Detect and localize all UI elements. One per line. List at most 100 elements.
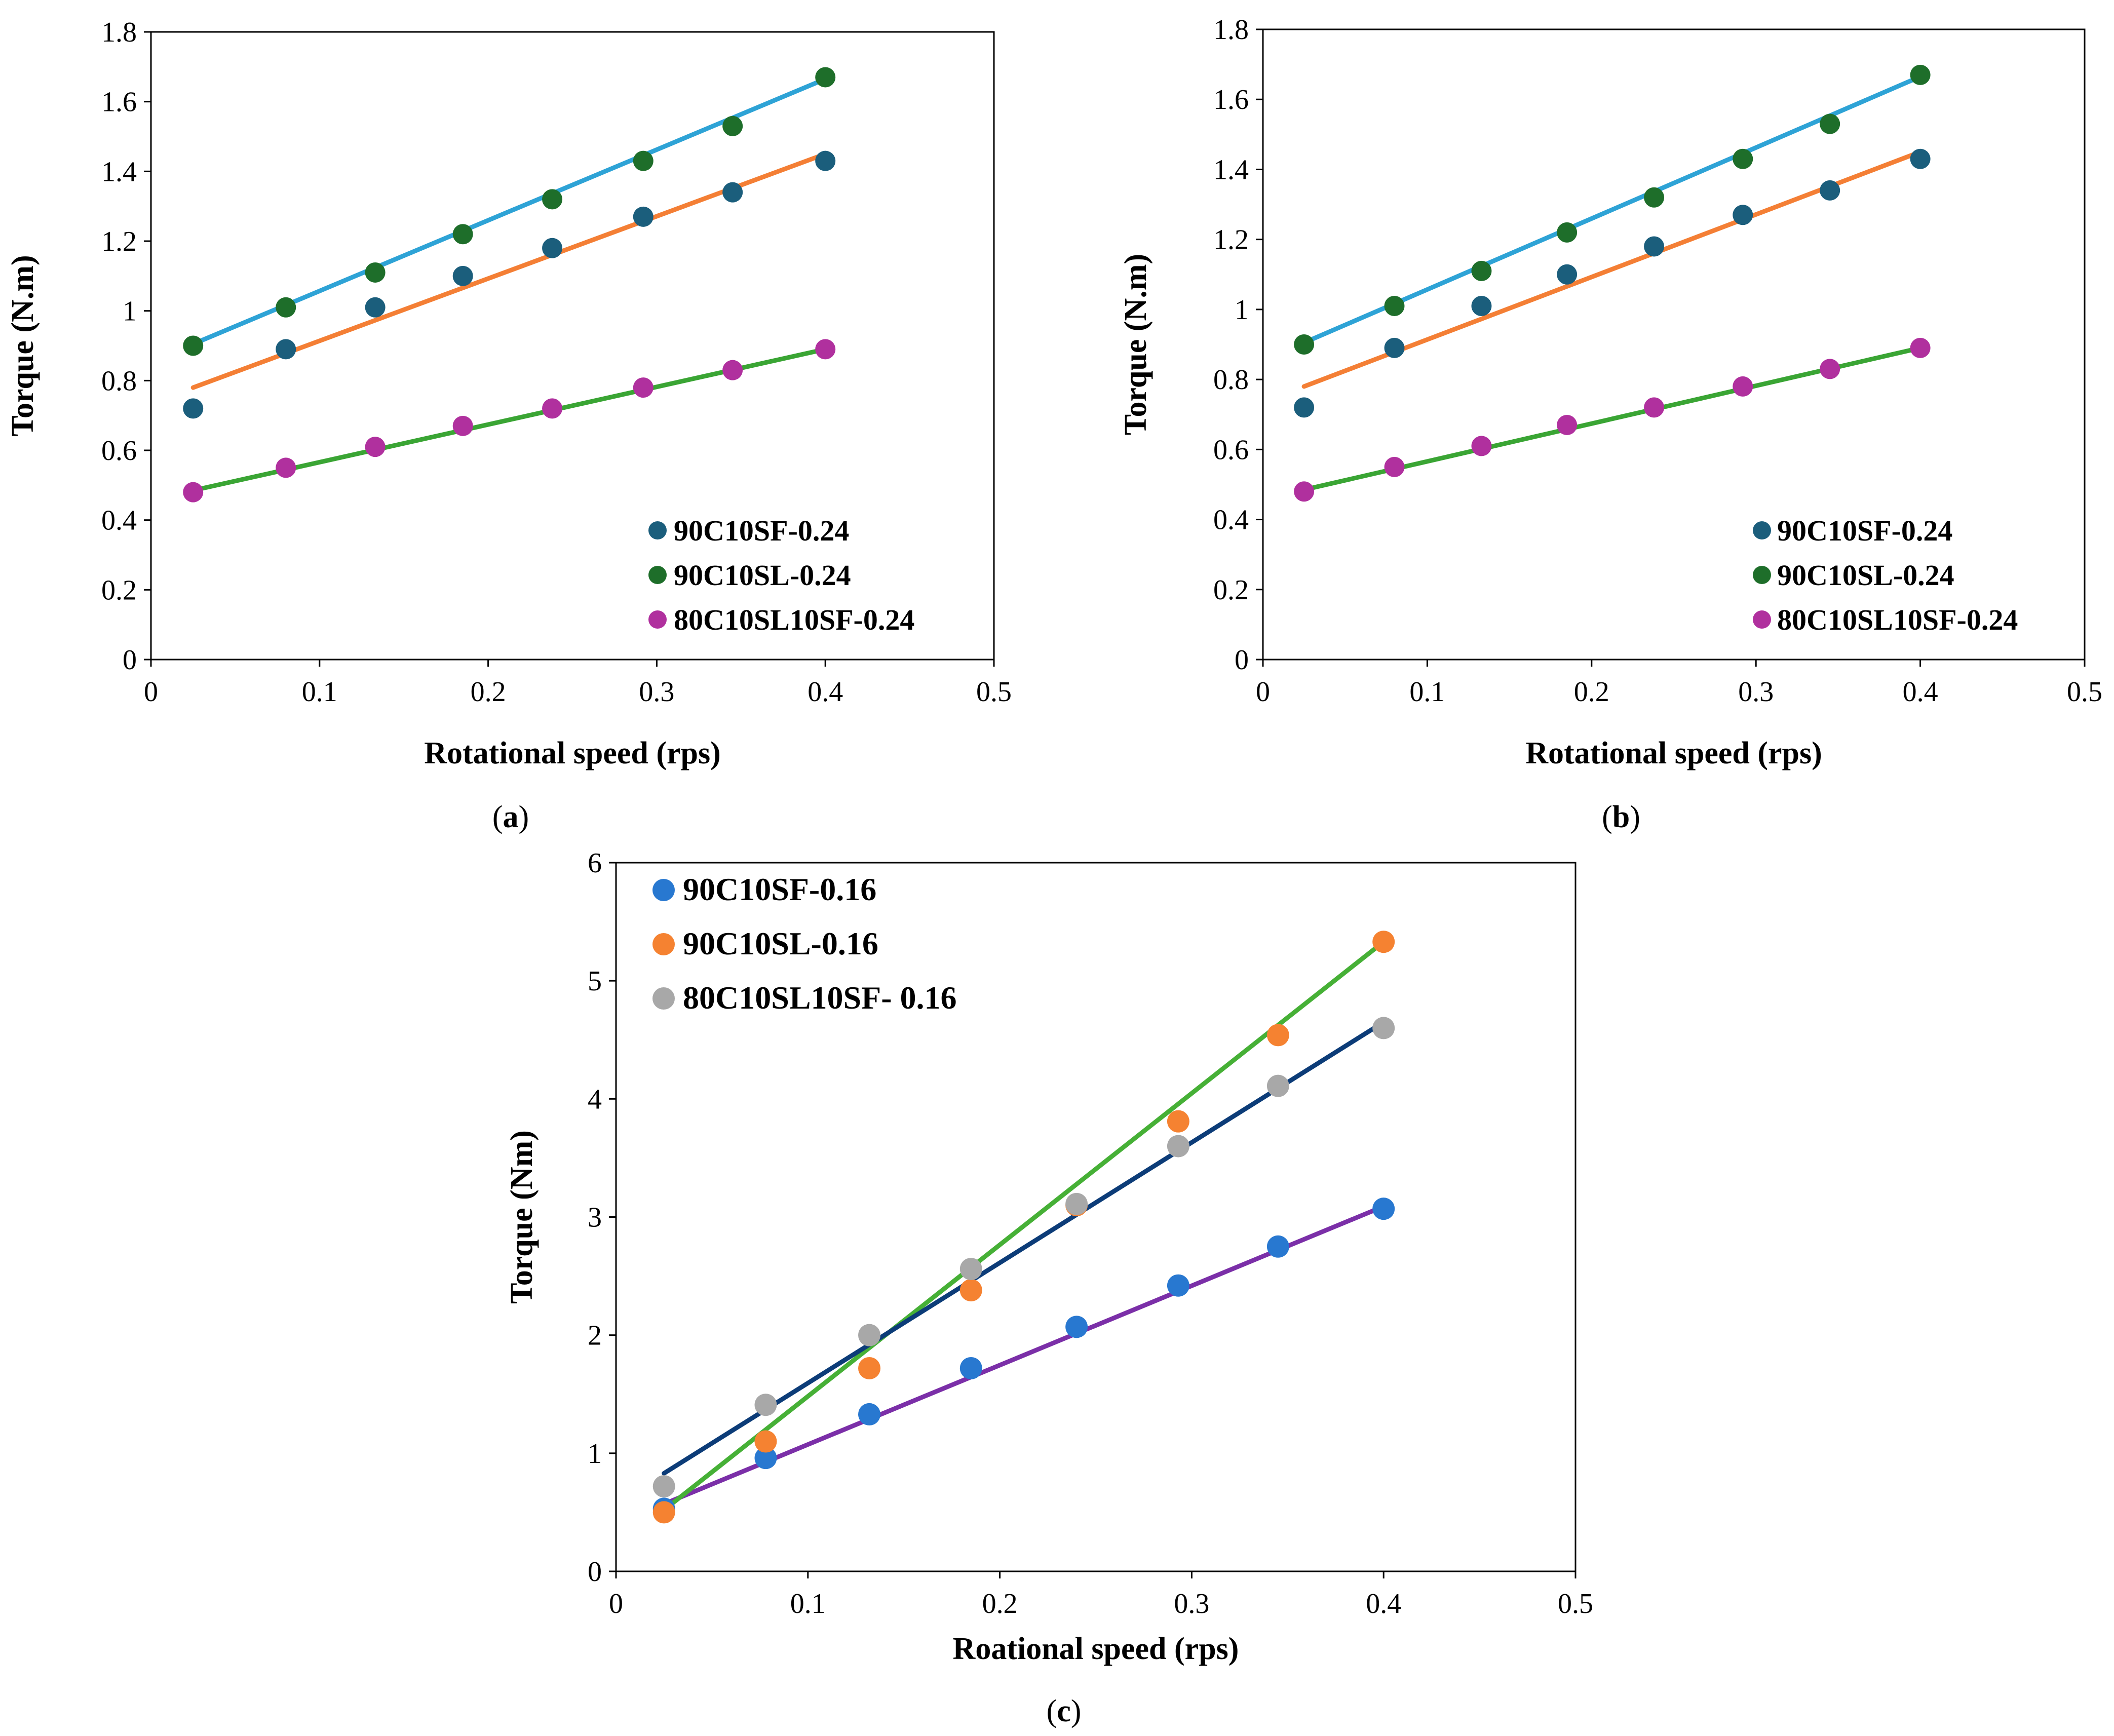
data-point-s1: [542, 238, 563, 258]
legend-label-1: 90C10SF-0.24: [1777, 514, 1952, 547]
x-tick-label: 0: [144, 676, 158, 708]
y-axis-title: Torque (Nm): [505, 1130, 539, 1304]
y-tick-label: 0.2: [1213, 574, 1249, 606]
y-tick-label: 1.6: [101, 87, 137, 118]
y-tick-label: 0.4: [101, 505, 137, 536]
x-tick-label: 0.2: [471, 676, 506, 708]
y-tick-label: 0: [123, 644, 137, 676]
trendline-1: [662, 1204, 1386, 1507]
plot-area-frame: [150, 31, 995, 661]
legend-marker-1: [1753, 521, 1771, 539]
y-tick-label: 0.6: [101, 435, 137, 467]
y-tick-label: 3: [588, 1202, 602, 1233]
x-tick-label: 0.1: [790, 1588, 826, 1619]
data-point-s2: [1384, 295, 1405, 316]
data-point-s2: [365, 262, 386, 283]
x-tick-label: 0.5: [976, 676, 1012, 708]
chart-a: 0 0.2 0.4 0.6 0.8 1 1.2 1.4 1.6 1.8 0 0.1 0.2 0.3 0.4 0…: [6, 17, 1012, 834]
legend-marker-1: [648, 521, 667, 539]
data-point-s2: [1910, 64, 1931, 85]
x-tick-label: 0.1: [302, 676, 337, 708]
data-point-s2: [1471, 260, 1492, 281]
y-tick-label: 0.4: [1213, 505, 1249, 536]
legend-label-3: 80C10SL10SF-0.24: [1777, 603, 2018, 636]
data-point-s2: [652, 1501, 675, 1524]
legend-label-2: 90C10SL-0.24: [1777, 559, 1954, 592]
y-tick-label: 0.2: [101, 574, 137, 606]
data-point-s1: [365, 297, 386, 318]
data-point-s3: [1266, 1074, 1289, 1097]
data-point-s3: [365, 437, 386, 457]
y-tick-label: 4: [588, 1084, 602, 1115]
data-point-s1: [754, 1447, 777, 1470]
trendline-1: [1301, 149, 1923, 389]
trendline-1: [190, 151, 828, 390]
y-tick-label: 1: [123, 296, 137, 327]
x-tick-label: 0.5: [2067, 676, 2102, 708]
data-point-s3: [959, 1258, 982, 1281]
data-point-s1: [1557, 264, 1578, 285]
trendline-3: [1301, 345, 1923, 492]
data-point-s1: [183, 398, 204, 419]
data-point-s3: [1065, 1192, 1088, 1215]
x-tick-label: 0.2: [982, 1588, 1018, 1619]
x-tick-label: 0.5: [1558, 1588, 1593, 1619]
y-tick-label: 1.6: [1213, 84, 1249, 115]
trendline-2: [662, 939, 1386, 1513]
x-axis-title: Roational speed (rps): [953, 1632, 1239, 1666]
data-point-s3: [652, 1475, 675, 1498]
data-point-s2: [276, 297, 296, 318]
data-point-s2: [754, 1430, 777, 1453]
x-tick-label: 0: [609, 1588, 623, 1619]
data-point-s1: [1372, 1198, 1395, 1220]
panel-caption: (c): [1047, 1694, 1082, 1728]
y-tick-label: 1.8: [101, 17, 137, 48]
data-point-s3: [1384, 456, 1405, 477]
data-point-s1: [959, 1357, 982, 1379]
legend-marker-3: [652, 987, 675, 1010]
y-tick-label: 1.2: [101, 226, 137, 257]
data-point-s1: [1910, 148, 1931, 169]
data-point-s2: [1557, 222, 1578, 243]
data-point-s1: [1266, 1235, 1289, 1258]
data-point-s3: [1167, 1135, 1189, 1158]
x-tick-label: 0.4: [808, 676, 843, 708]
chart-c: 0 1 2 3 4 5 6 0 0.1 0.2 0.3 0.4 0.5 Roational speed (…: [505, 847, 1593, 1728]
x-axis-title: Rotational speed (rps): [424, 736, 721, 770]
legend-marker-3: [1753, 610, 1771, 629]
data-point-s2: [959, 1279, 982, 1302]
legend-label-2: 90C10SL-0.16: [683, 925, 878, 961]
x-tick-label: 0.4: [1903, 676, 1938, 708]
data-point-s1: [1065, 1316, 1088, 1338]
data-point-s2: [633, 150, 654, 171]
data-point-s2: [183, 335, 204, 356]
y-tick-label: 5: [588, 966, 602, 997]
data-point-s3: [1372, 1017, 1395, 1039]
data-point-s3: [858, 1324, 881, 1346]
y-tick-label: 1.4: [1213, 154, 1249, 185]
y-tick-label: 1: [1235, 294, 1249, 326]
y-tick-label: 6: [588, 847, 602, 879]
x-axis-title: Rotational speed (rps): [1525, 736, 1822, 770]
panel-caption: (a): [492, 800, 529, 834]
y-tick-label: 1: [588, 1438, 602, 1470]
data-point-s3: [183, 482, 204, 503]
legend-label-1: 90C10SF-0.24: [674, 514, 849, 547]
trendline-2: [1301, 74, 1923, 345]
data-point-s2: [1733, 148, 1753, 169]
y-tick-label: 1.8: [1213, 14, 1249, 46]
legend-label-1: 90C10SF-0.16: [683, 871, 876, 907]
data-point-s1: [1733, 205, 1753, 225]
data-point-s2: [1644, 187, 1665, 208]
legend-marker-2: [652, 933, 675, 955]
data-point-s3: [754, 1394, 777, 1416]
y-tick-label: 0.8: [1213, 364, 1249, 396]
data-point-s2: [1820, 113, 1840, 134]
legend-marker-2: [648, 566, 667, 584]
y-tick-label: 0.8: [101, 365, 137, 397]
x-tick-label: 0.3: [1738, 676, 1774, 708]
data-point-s3: [722, 360, 743, 380]
y-axis-title: Torque (N.m): [1119, 254, 1153, 435]
data-point-s2: [452, 224, 473, 245]
